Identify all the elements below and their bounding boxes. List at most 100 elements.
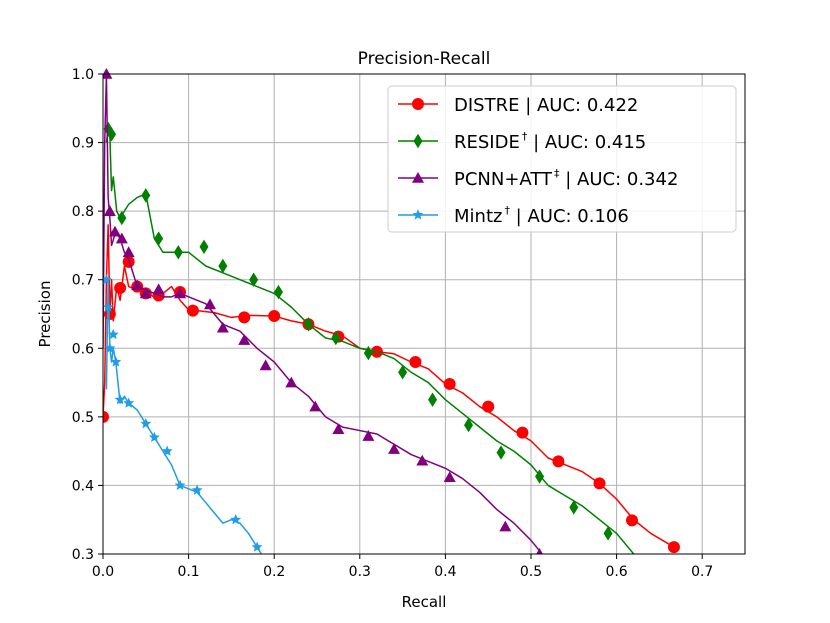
series-line <box>105 128 635 554</box>
data-point <box>104 342 116 353</box>
data-point <box>114 394 126 405</box>
legend-label-rest: | AUC: 0.342 <box>560 169 679 190</box>
legend-marker <box>413 133 423 149</box>
series-mintz <box>103 274 263 554</box>
x-tick-label: 0.7 <box>691 564 713 580</box>
legend-marker <box>412 209 424 220</box>
legend-label-sup: † <box>504 204 510 217</box>
data-point <box>667 541 680 554</box>
data-point <box>148 431 160 443</box>
ticks: 0.0 0.1 0.2 0.3 0.4 0.5 0.6 0.7 0.3 0.4 0.5 0.6 0.7 0… <box>72 67 714 580</box>
data-point <box>464 417 474 433</box>
data-point <box>107 127 117 142</box>
data-point <box>362 430 375 441</box>
legend-label-sup: ‡ <box>554 167 560 180</box>
legend-label-main: DISTRE <box>454 95 519 116</box>
y-tick-label: 0.8 <box>72 204 94 220</box>
data-point <box>443 377 456 390</box>
x-tick-label: 0.6 <box>605 564 627 580</box>
data-point <box>154 231 164 246</box>
legend-label-sup: † <box>522 130 528 143</box>
y-tick-label: 0.4 <box>72 478 94 494</box>
x-tick-label: 0.4 <box>434 564 456 580</box>
x-axis-label: Recall <box>402 593 447 611</box>
legend-label-main: Mintz <box>454 206 502 227</box>
data-point <box>174 479 186 491</box>
data-point <box>122 246 135 258</box>
data-point <box>273 284 283 300</box>
legend-label-rest: | AUC: 0.106 <box>510 206 629 227</box>
data-point <box>552 455 565 468</box>
data-point <box>115 232 128 244</box>
legend-label-main: RESIDE <box>454 132 520 153</box>
legend-label: DISTRE | AUC: 0.422 <box>454 95 638 116</box>
data-point <box>303 317 313 332</box>
data-point <box>131 279 144 290</box>
data-point <box>173 245 183 260</box>
data-point <box>331 330 341 346</box>
legend-marker <box>412 172 424 183</box>
data-point <box>603 526 613 541</box>
data-point <box>535 469 545 484</box>
data-point <box>141 188 151 203</box>
data-point <box>230 514 242 525</box>
data-point <box>152 283 165 295</box>
y-axis-label: Precision <box>36 281 54 348</box>
data-point <box>238 311 251 324</box>
data-point <box>186 304 199 317</box>
data-point <box>191 484 203 495</box>
data-point <box>388 443 401 454</box>
x-tick-label: 0.3 <box>349 564 371 580</box>
y-tick-label: 0.6 <box>72 341 94 357</box>
data-point <box>285 376 298 388</box>
data-point <box>161 445 173 456</box>
data-point <box>569 500 579 515</box>
data-point <box>309 400 322 412</box>
data-point <box>103 274 112 285</box>
legend-entry: DISTRE | AUC: 0.422 <box>398 95 638 116</box>
data-point <box>123 397 135 408</box>
data-point <box>199 239 209 254</box>
legend-label: PCNN+ATT ‡ | AUC: 0.342 <box>454 167 678 190</box>
data-point <box>398 365 408 380</box>
data-point <box>117 210 127 226</box>
x-tick-label: 0.1 <box>177 564 199 580</box>
y-tick-label: 0.5 <box>72 410 94 426</box>
data-point <box>416 454 429 466</box>
data-point <box>103 410 109 423</box>
legend-marker <box>412 98 424 110</box>
data-point <box>626 514 639 527</box>
series-reside <box>103 121 635 554</box>
legend-label: RESIDE † | AUC: 0.415 <box>454 130 646 153</box>
data-point <box>204 298 216 310</box>
data-point <box>536 548 543 554</box>
data-point <box>499 520 512 532</box>
data-point <box>496 445 506 460</box>
data-point <box>174 287 187 299</box>
legend-box <box>387 85 737 233</box>
legend-label-rest: | AUC: 0.422 <box>519 95 638 116</box>
data-point <box>443 471 456 482</box>
data-point <box>218 258 228 274</box>
data-point <box>251 541 263 552</box>
legend-entry: RESIDE † | AUC: 0.415 <box>398 130 646 153</box>
data-point <box>409 356 422 368</box>
data-point <box>268 310 281 323</box>
data-point <box>238 334 251 345</box>
data-point <box>216 321 229 333</box>
data-point <box>139 287 152 299</box>
legend-entry: PCNN+ATT ‡ | AUC: 0.342 <box>398 167 678 190</box>
axes-frame <box>102 73 746 555</box>
data-point <box>482 400 495 413</box>
x-tick-label: 0.0 <box>92 564 114 580</box>
data-point <box>114 281 127 294</box>
data-point <box>363 345 373 361</box>
data-point <box>428 392 438 407</box>
data-point <box>140 418 152 429</box>
data-point <box>249 272 259 287</box>
series-line <box>105 278 262 554</box>
data-point <box>593 477 606 490</box>
series-layer <box>103 68 680 554</box>
legend-label-main: PCNN+ATT <box>454 169 553 190</box>
